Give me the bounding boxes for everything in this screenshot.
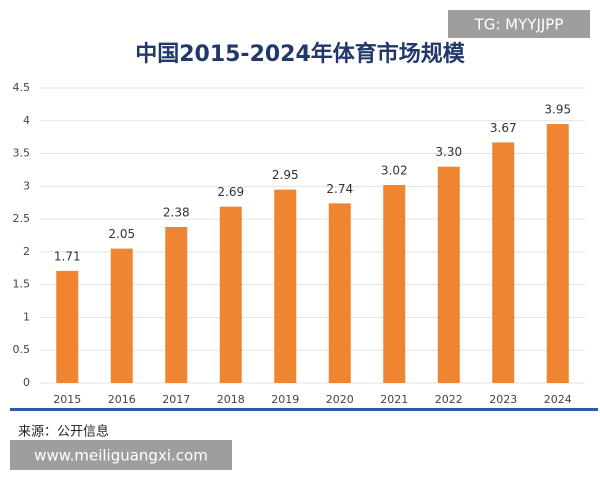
y-tick-label: 0 xyxy=(23,376,30,389)
bar xyxy=(546,124,569,384)
x-tick-label: 2021 xyxy=(380,393,408,406)
x-tick-label: 2020 xyxy=(326,393,354,406)
bar xyxy=(492,142,515,383)
y-tick-label: 1 xyxy=(23,310,30,323)
value-label: 2.69 xyxy=(217,185,244,199)
value-label: 2.38 xyxy=(163,205,190,219)
x-tick-label: 2016 xyxy=(108,393,136,406)
bar xyxy=(56,270,79,383)
y-tick-label: 0.5 xyxy=(13,343,31,356)
y-tick-label: 4 xyxy=(23,114,30,127)
bar xyxy=(110,248,133,383)
watermark-box xyxy=(448,10,590,38)
bar xyxy=(437,166,460,383)
x-tick-label: 2018 xyxy=(217,393,245,406)
x-tick-label: 2017 xyxy=(162,393,190,406)
value-label: 3.02 xyxy=(381,164,408,178)
value-label: 3.67 xyxy=(490,121,517,135)
y-tick-label: 3.5 xyxy=(13,147,31,160)
bar xyxy=(383,185,406,383)
value-label: 1.71 xyxy=(54,249,81,263)
source: 来源：公开信息 xyxy=(18,424,109,440)
y-tick-label: 2.5 xyxy=(13,212,31,225)
y-tick-label: 1.5 xyxy=(13,278,31,291)
watermark-box xyxy=(10,440,232,470)
bar xyxy=(165,226,188,383)
y-tick-label: 4.5 xyxy=(13,81,31,94)
bar xyxy=(274,189,297,383)
x-tick-label: 2019 xyxy=(271,393,299,406)
x-tick-label: 2022 xyxy=(435,393,463,406)
x-tick-label: 2023 xyxy=(489,393,517,406)
separator xyxy=(10,408,598,411)
value-label: 2.95 xyxy=(272,168,299,182)
y-tick-label: 3 xyxy=(23,179,30,192)
value-label: 2.74 xyxy=(326,182,353,196)
y-tick-label: 2 xyxy=(23,245,30,258)
watermark: TG: MYYJJPP xyxy=(474,16,564,34)
chart-title: 中国2015-2024年体育市场规模 xyxy=(135,41,466,67)
value-label: 3.95 xyxy=(544,103,571,117)
bar xyxy=(328,203,351,383)
value-label: 3.30 xyxy=(435,145,462,159)
bar xyxy=(219,206,242,383)
value-label: 2.05 xyxy=(108,227,135,241)
x-tick-label: 2024 xyxy=(544,393,572,406)
x-tick-label: 2015 xyxy=(53,393,81,406)
watermark: www.meiliguangxi.com xyxy=(34,447,208,465)
